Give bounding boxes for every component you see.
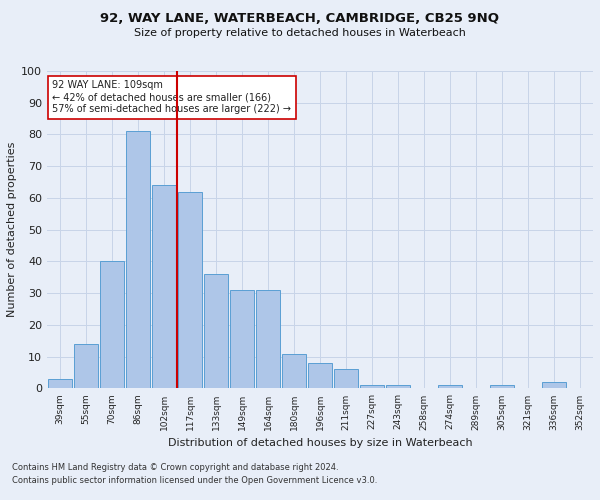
Bar [178,192,202,388]
Bar [359,386,385,388]
Bar [334,370,358,388]
Bar [386,386,410,388]
Bar [490,386,514,388]
Text: Size of property relative to detached houses in Waterbeach: Size of property relative to detached ho… [134,28,466,38]
Bar [308,363,332,388]
Bar [256,290,280,388]
Bar [152,186,176,388]
Text: Contains public sector information licensed under the Open Government Licence v3: Contains public sector information licen… [12,476,377,485]
Text: 92 WAY LANE: 109sqm
← 42% of detached houses are smaller (166)
57% of semi-detac: 92 WAY LANE: 109sqm ← 42% of detached ho… [52,80,292,114]
Bar [203,274,229,388]
Bar [100,262,124,388]
Bar [230,290,254,388]
Text: 92, WAY LANE, WATERBEACH, CAMBRIDGE, CB25 9NQ: 92, WAY LANE, WATERBEACH, CAMBRIDGE, CB2… [101,12,499,26]
X-axis label: Distribution of detached houses by size in Waterbeach: Distribution of detached houses by size … [168,438,472,448]
Bar [437,386,463,388]
Bar [542,382,566,388]
Bar [47,379,73,388]
Y-axis label: Number of detached properties: Number of detached properties [7,142,17,318]
Bar [281,354,307,388]
Bar [74,344,98,389]
Bar [125,132,151,388]
Text: Contains HM Land Registry data © Crown copyright and database right 2024.: Contains HM Land Registry data © Crown c… [12,464,338,472]
